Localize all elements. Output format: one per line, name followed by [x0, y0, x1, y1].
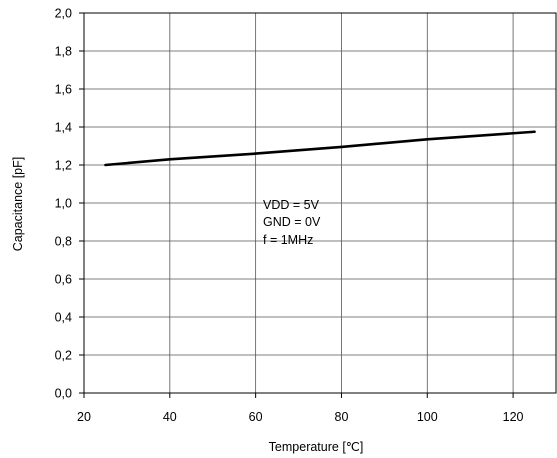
y-tick-label: 1,2 — [55, 159, 72, 173]
y-axis-title: Capacitance [pF] — [11, 157, 25, 252]
y-tick-label: 1,0 — [55, 197, 72, 211]
x-tick-label: 20 — [77, 410, 91, 424]
x-tick-label: 120 — [503, 410, 524, 424]
y-tick-label: 0,2 — [55, 349, 72, 363]
x-tick-label: 60 — [249, 410, 263, 424]
y-tick-label: 0,8 — [55, 235, 72, 249]
y-tick-label: 1,4 — [55, 121, 72, 135]
y-tick-label: 2,0 — [55, 7, 72, 21]
x-tick-label: 80 — [335, 410, 349, 424]
series-group — [104, 130, 536, 167]
grid-lines — [84, 13, 556, 393]
x-axis-title: Temperature [℃] — [269, 440, 364, 454]
y-tick-label: 0,6 — [55, 273, 72, 287]
x-tick-label: 40 — [163, 410, 177, 424]
tick-labels: 0,0 0,2 0,4 0,6 0,8 1,0 1,2 1,4 1,6 1,8 2,0 20 40 60 8… — [55, 7, 524, 425]
y-tick-label: 0,0 — [55, 387, 72, 401]
annotation-vdd: VDD = 5V — [263, 198, 320, 212]
y-tick-label: 0,4 — [55, 311, 72, 325]
annotation-gnd: GND = 0V — [263, 215, 321, 229]
capacitance-series-line — [104, 130, 536, 167]
x-tick-label: 100 — [417, 410, 438, 424]
y-tick-label: 1,8 — [55, 45, 72, 59]
y-tick-label: 1,6 — [55, 83, 72, 97]
annotation-frequency: f = 1MHz — [263, 233, 313, 247]
